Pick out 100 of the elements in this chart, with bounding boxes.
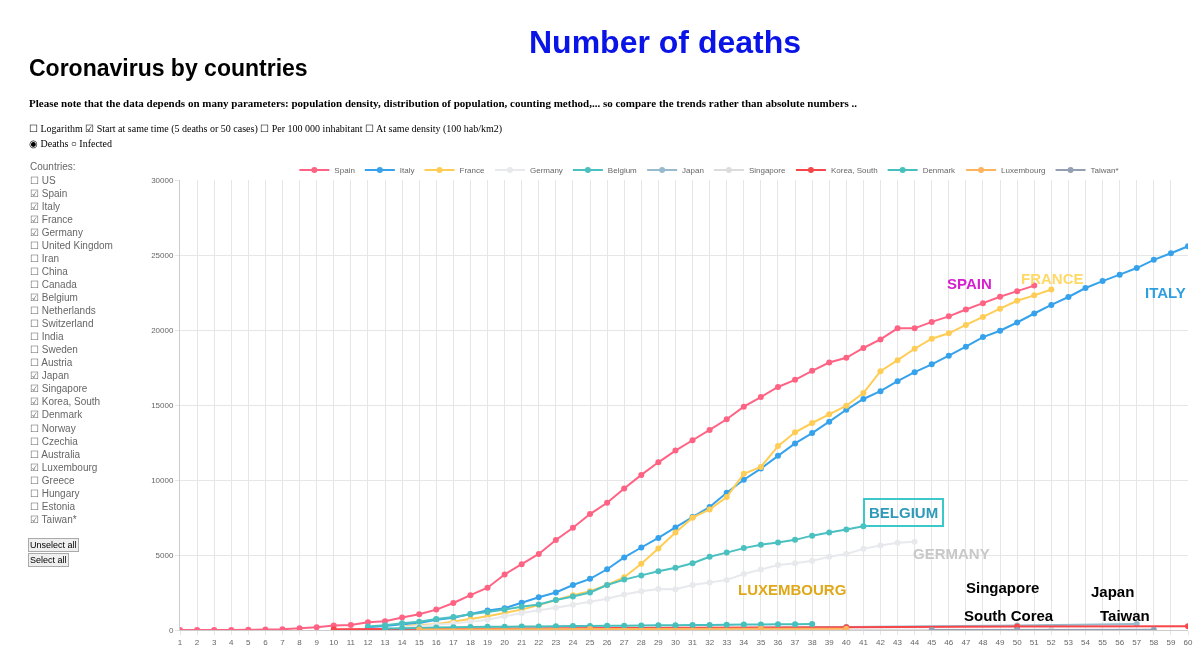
x-tick-label: 9 (314, 637, 320, 647)
text: ☐ Norway (30, 423, 76, 434)
x-tick-label: 41 (858, 637, 869, 647)
x-tick-label: 29 (653, 637, 664, 647)
x-tick-label: 43 (893, 637, 903, 647)
x-tick-label: 19 (483, 637, 493, 647)
x-tick-label: 59 (1166, 637, 1176, 647)
x-tick-label: 18 (465, 637, 476, 647)
legend-label: Singapore (748, 166, 786, 176)
x-tick-label: 42 (876, 637, 886, 647)
x-tick-label: 16 (431, 637, 442, 647)
text: ☐ Hungary (30, 488, 80, 499)
annotation: Japan (1091, 583, 1135, 600)
y-tick-label: 30000 (151, 175, 174, 185)
text: ☑ Belgium (30, 292, 78, 303)
text: Select all (30, 555, 67, 565)
x-tick-label: 32 (705, 637, 715, 647)
text: ☑ Spain (30, 188, 68, 199)
x-tick-label: 14 (397, 637, 408, 647)
text: ☐ Sweden (30, 344, 78, 355)
legend-label: Belgium (607, 166, 638, 176)
x-tick-label: 6 (263, 637, 269, 647)
x-tick-label: 11 (346, 637, 356, 647)
text: ☐ China (30, 266, 69, 277)
text: ☐ India (30, 331, 64, 342)
legend-label: Denmark (922, 166, 957, 176)
x-tick-label: 55 (1098, 637, 1108, 647)
text: ☐ United Kingdom (30, 240, 113, 251)
legend-label: Luxembourg (1001, 166, 1046, 176)
x-tick-label: 5 (246, 637, 252, 647)
chart-subtitle: Coronavirus by countries (29, 55, 308, 81)
y-tick-label: 10000 (151, 475, 174, 485)
x-tick-label: 28 (636, 637, 647, 647)
x-tick-label: 35 (756, 637, 766, 647)
x-tick-label: 40 (841, 637, 852, 647)
x-tick-label: 30 (671, 637, 681, 647)
x-tick-label: 44 (910, 637, 920, 647)
x-tick-label: 13 (380, 637, 391, 647)
x-tick-label: 48 (978, 637, 988, 647)
x-tick-label: 8 (297, 637, 303, 647)
x-tick-label: 58 (1149, 637, 1159, 647)
x-tick-label: 15 (414, 637, 425, 647)
x-tick-label: 47 (961, 637, 971, 647)
legend-label: Germany (529, 166, 563, 176)
x-tick-label: 52 (1046, 637, 1057, 647)
text: ☐ Canada (30, 279, 78, 290)
x-tick-label: 46 (944, 637, 954, 647)
x-tick-label: 38 (807, 637, 818, 647)
y-tick-label: 5000 (155, 550, 174, 560)
x-tick-label: 22 (534, 637, 544, 647)
x-tick-label: 25 (585, 637, 596, 647)
text: ☐ Greece (30, 475, 76, 486)
text: ☐ Australia (30, 449, 81, 460)
annotation: FRANCE (1021, 270, 1084, 287)
annotation: LUXEMBOURG (738, 581, 847, 598)
x-tick-label: 21 (517, 637, 527, 647)
legend-label: Taiwan* (1090, 166, 1119, 176)
chart-title: Number of deaths (528, 24, 802, 61)
text: ☐ Austria (30, 357, 73, 368)
text: ☑ Taiwan* (30, 514, 77, 525)
annotation: ITALY (1145, 284, 1186, 301)
x-tick-label: 2 (194, 637, 200, 647)
text: Countries: (30, 161, 76, 172)
x-tick-label: 4 (229, 637, 235, 647)
text: ☐ Switzerland (30, 318, 94, 329)
text: ☐ US (30, 175, 56, 186)
annotation: BELGIUM (869, 504, 939, 521)
x-tick-label: 56 (1115, 637, 1125, 647)
text: ☑ Denmark (30, 409, 84, 420)
x-tick-label: 45 (927, 637, 937, 647)
legend-label: Spain (334, 166, 355, 176)
text: Please note that the data depends on many parameters: population density, distribution of population, counting method,... so compare the trends rather than absolute numbers .. (29, 97, 858, 109)
x-tick-label: 1 (177, 637, 183, 647)
x-tick-label: 54 (1081, 637, 1091, 647)
x-tick-label: 27 (619, 637, 630, 647)
annotation: SPAIN (947, 275, 992, 292)
x-tick-label: 60 (1183, 637, 1193, 647)
text: Unselect all (30, 540, 77, 550)
x-tick-label: 36 (773, 637, 783, 647)
legend-label: Japan (682, 166, 704, 176)
annotation: Taiwan (1100, 607, 1150, 624)
text: ☐ Netherlands (30, 305, 96, 316)
text: ☑ Luxembourg (30, 462, 98, 473)
x-tick-label: 51 (1029, 637, 1040, 647)
text: ☐ Logarithm ☑ Start at same time (5 deaths or 50 cases) ☐ Per 100 000 inhabitant ☐ At same density (100 hab/km2) (29, 123, 503, 135)
text: ☑ Japan (30, 370, 70, 381)
x-tick-label: 23 (551, 637, 561, 647)
x-tick-label: 53 (1063, 637, 1074, 647)
x-tick-label: 20 (500, 637, 510, 647)
x-tick-label: 17 (448, 637, 459, 647)
x-tick-label: 12 (363, 637, 373, 647)
x-tick-label: 26 (602, 637, 613, 647)
annotation: South Corea (964, 607, 1054, 624)
legend-label: Korea, South (830, 166, 878, 176)
text: ☑ Italy (30, 201, 61, 212)
x-tick-label: 33 (722, 637, 732, 647)
x-tick-label: 37 (790, 637, 801, 647)
text: ☐ Iran (30, 253, 60, 264)
x-tick-label: 39 (824, 637, 835, 647)
x-tick-label: 31 (688, 637, 698, 647)
